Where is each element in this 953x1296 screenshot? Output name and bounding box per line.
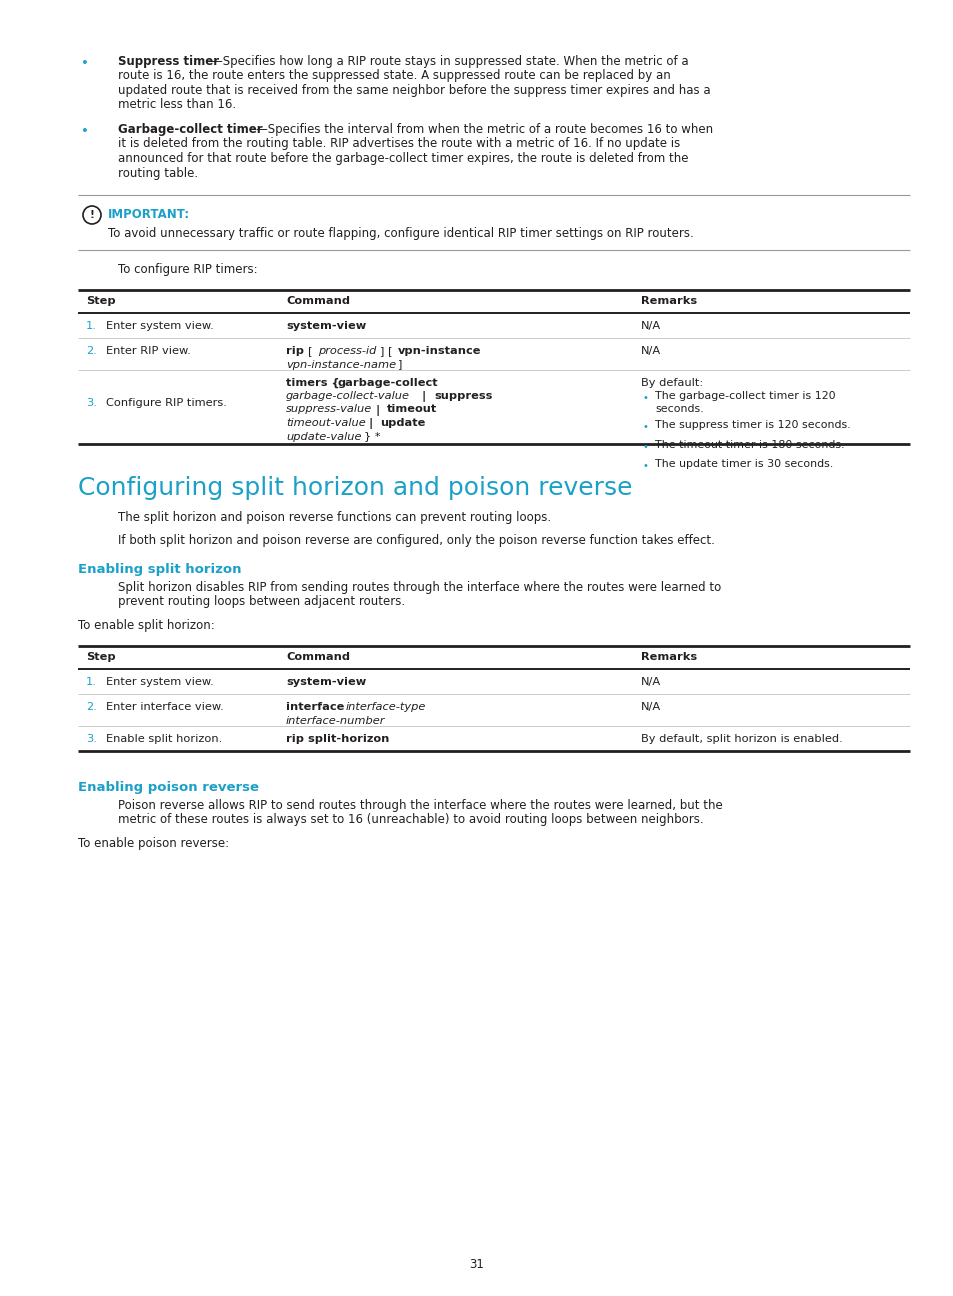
Text: To avoid unnecessary traffic or route flapping, configure identical RIP timer se: To avoid unnecessary traffic or route fl…: [108, 227, 693, 240]
Text: suppress: suppress: [434, 391, 492, 400]
Text: The update timer is 30 seconds.: The update timer is 30 seconds.: [655, 459, 832, 469]
Text: update-value: update-value: [286, 432, 361, 442]
Text: N/A: N/A: [640, 346, 660, 356]
Text: [: [: [308, 346, 315, 356]
Text: N/A: N/A: [640, 702, 660, 712]
Text: rip split-horizon: rip split-horizon: [286, 734, 389, 744]
Text: Enabling poison reverse: Enabling poison reverse: [78, 780, 258, 793]
Text: 2.: 2.: [86, 346, 96, 356]
Text: timers {: timers {: [286, 377, 339, 388]
Text: •: •: [642, 442, 648, 451]
Text: N/A: N/A: [640, 321, 660, 330]
Text: system-view: system-view: [286, 677, 366, 687]
Text: 31: 31: [469, 1258, 484, 1271]
Text: IMPORTANT:: IMPORTANT:: [108, 207, 190, 222]
Text: •: •: [81, 124, 89, 137]
Text: Poison reverse allows RIP to send routes through the interface where the routes : Poison reverse allows RIP to send routes…: [118, 798, 722, 811]
Text: routing table.: routing table.: [118, 166, 198, 180]
Text: Split horizon disables RIP from sending routes through the interface where the r: Split horizon disables RIP from sending …: [118, 581, 720, 594]
Text: interface-type: interface-type: [346, 702, 426, 712]
Text: Enter interface view.: Enter interface view.: [106, 702, 224, 712]
Text: —Specifies the interval from when the metric of a route becomes 16 to when: —Specifies the interval from when the me…: [255, 123, 713, 136]
Text: seconds.: seconds.: [655, 403, 703, 413]
Text: 2.: 2.: [86, 702, 96, 712]
Text: interface-number: interface-number: [286, 715, 385, 726]
Text: N/A: N/A: [640, 677, 660, 687]
Text: update: update: [379, 419, 425, 428]
Text: Configure RIP timers.: Configure RIP timers.: [106, 398, 227, 407]
Text: The split horizon and poison reverse functions can prevent routing loops.: The split horizon and poison reverse fun…: [118, 512, 551, 525]
Text: •: •: [81, 57, 89, 70]
Text: timeout-value: timeout-value: [286, 419, 365, 428]
Text: } *: } *: [364, 432, 380, 442]
Text: Step: Step: [86, 652, 115, 662]
Text: Remarks: Remarks: [640, 295, 697, 306]
Text: •: •: [642, 461, 648, 470]
Text: To enable poison reverse:: To enable poison reverse:: [78, 837, 229, 850]
Text: |: |: [369, 419, 373, 429]
Text: metric of these routes is always set to 16 (unreachable) to avoid routing loops : metric of these routes is always set to …: [118, 813, 703, 826]
Text: Remarks: Remarks: [640, 652, 697, 662]
Text: prevent routing loops between adjacent routers.: prevent routing loops between adjacent r…: [118, 595, 405, 608]
Text: •: •: [642, 393, 648, 403]
Text: Enter system view.: Enter system view.: [106, 321, 213, 330]
Text: interface: interface: [286, 702, 344, 712]
Text: timeout: timeout: [387, 404, 436, 415]
Text: Enter RIP view.: Enter RIP view.: [106, 346, 191, 356]
Text: route is 16, the route enters the suppressed state. A suppressed route can be re: route is 16, the route enters the suppre…: [118, 70, 670, 83]
Text: By default, split horizon is enabled.: By default, split horizon is enabled.: [640, 734, 841, 744]
Text: !: !: [90, 210, 94, 220]
Text: Configuring split horizon and poison reverse: Configuring split horizon and poison rev…: [78, 476, 632, 499]
Text: Command: Command: [286, 652, 350, 662]
Text: metric less than 16.: metric less than 16.: [118, 98, 236, 111]
Text: ]: ]: [397, 359, 402, 369]
Text: 1.: 1.: [86, 677, 97, 687]
Text: Command: Command: [286, 295, 350, 306]
Text: |: |: [421, 391, 426, 402]
Text: If both split horizon and poison reverse are configured, only the poison reverse: If both split horizon and poison reverse…: [118, 534, 714, 547]
Text: Enable split horizon.: Enable split horizon.: [106, 734, 222, 744]
Text: process-id: process-id: [317, 346, 376, 356]
Text: 3.: 3.: [86, 398, 97, 407]
Text: Suppress timer: Suppress timer: [118, 54, 219, 67]
Text: system-view: system-view: [286, 321, 366, 330]
Text: rip: rip: [286, 346, 304, 356]
Text: To enable split horizon:: To enable split horizon:: [78, 619, 214, 632]
Text: The garbage-collect timer is 120: The garbage-collect timer is 120: [655, 391, 835, 400]
Text: announced for that route before the garbage-collect timer expires, the route is : announced for that route before the garb…: [118, 152, 688, 165]
Text: garbage-collect-value: garbage-collect-value: [286, 391, 410, 400]
Text: By default:: By default:: [640, 377, 702, 388]
Text: Garbage-collect timer: Garbage-collect timer: [118, 123, 262, 136]
Text: The timeout timer is 180 seconds.: The timeout timer is 180 seconds.: [655, 439, 843, 450]
Text: ] [: ] [: [379, 346, 392, 356]
Text: Enabling split horizon: Enabling split horizon: [78, 562, 241, 575]
Text: 3.: 3.: [86, 734, 97, 744]
Text: 1.: 1.: [86, 321, 97, 330]
Text: To configure RIP timers:: To configure RIP timers:: [118, 263, 257, 276]
Text: it is deleted from the routing table. RIP advertises the route with a metric of : it is deleted from the routing table. RI…: [118, 137, 679, 150]
Text: garbage-collect: garbage-collect: [337, 377, 438, 388]
Text: —Specifies how long a RIP route stays in suppressed state. When the metric of a: —Specifies how long a RIP route stays in…: [211, 54, 688, 67]
Text: vpn-instance: vpn-instance: [397, 346, 481, 356]
Text: updated route that is received from the same neighbor before the suppress timer : updated route that is received from the …: [118, 84, 710, 97]
Text: Enter system view.: Enter system view.: [106, 677, 213, 687]
Text: vpn-instance-name: vpn-instance-name: [286, 359, 395, 369]
Text: •: •: [642, 422, 648, 432]
Text: Step: Step: [86, 295, 115, 306]
Text: suppress-value: suppress-value: [286, 404, 372, 415]
Text: The suppress timer is 120 seconds.: The suppress timer is 120 seconds.: [655, 420, 850, 430]
Text: |: |: [375, 404, 380, 416]
